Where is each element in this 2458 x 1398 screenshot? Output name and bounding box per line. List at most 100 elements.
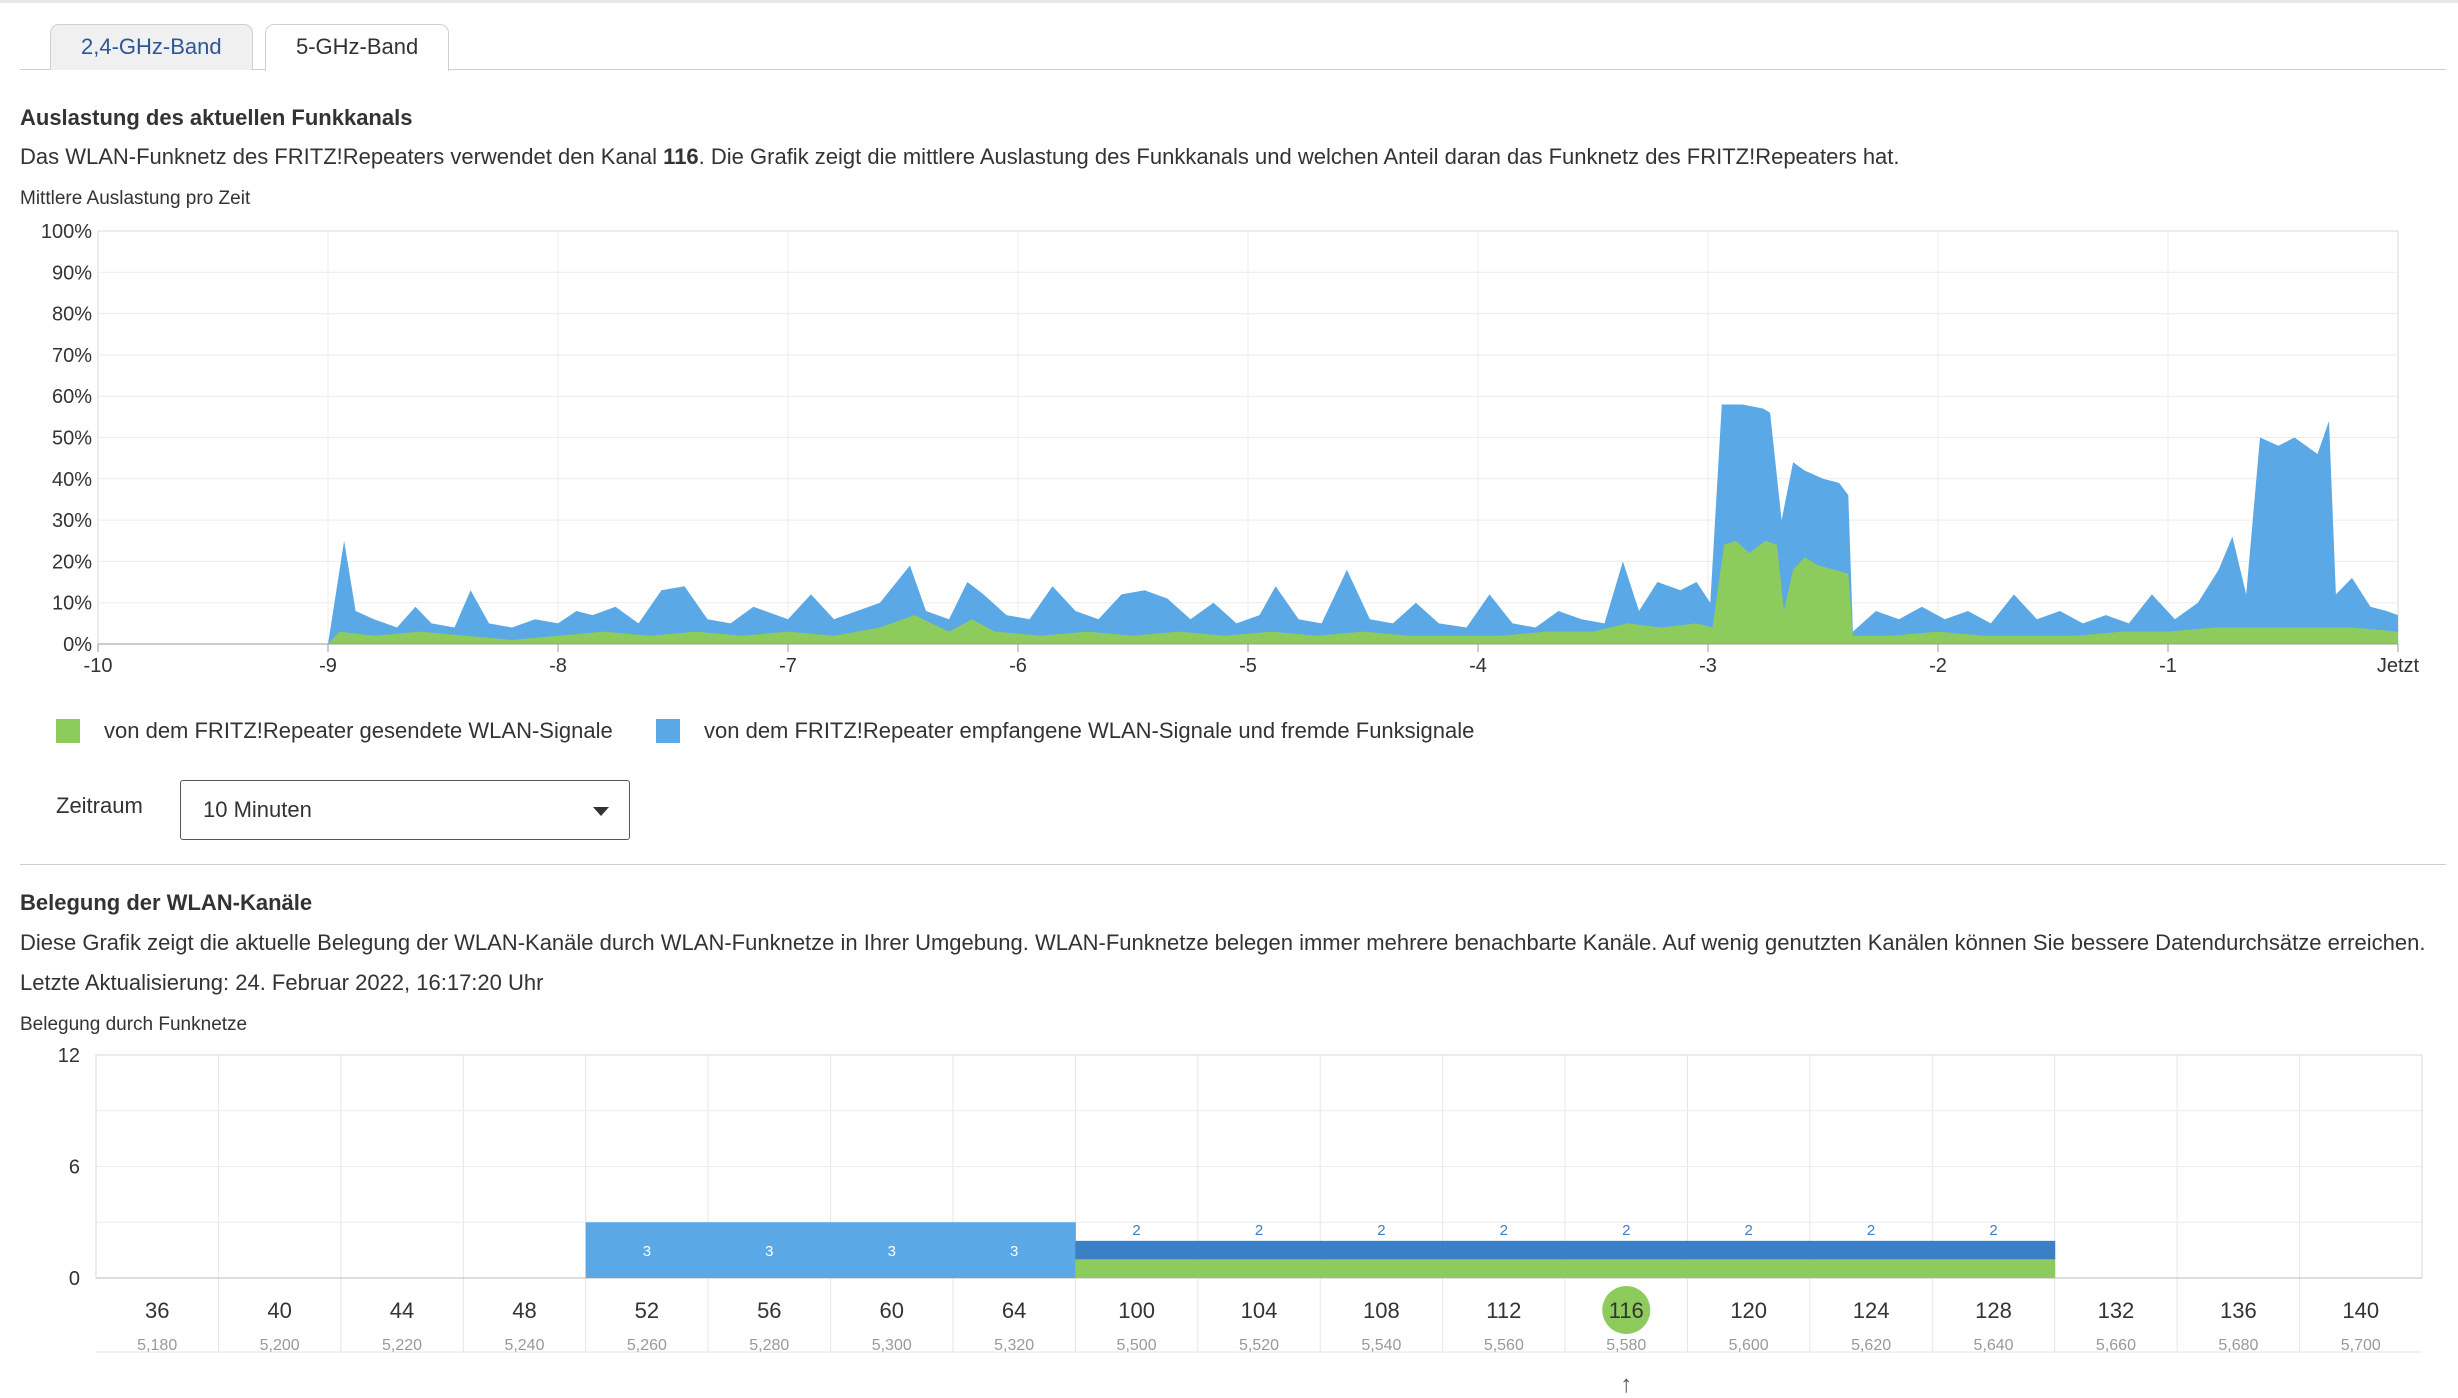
channel-bar-label: 2 <box>1989 1222 1997 1239</box>
channel-frequency-label: 5,520 <box>1239 1337 1279 1354</box>
y-tick-label: 80% <box>52 304 92 326</box>
y-tick-label: 10% <box>52 593 92 615</box>
section-description-channel-usage: Diese Grafik zeigt die aktuelle Belegung… <box>20 930 2426 955</box>
bar-y-tick-label: 0 <box>69 1268 80 1290</box>
channel-bar-label: 2 <box>1132 1222 1140 1239</box>
channel-bar-segment-own <box>1932 1259 2056 1278</box>
legend-label-sent: von dem FRITZ!Repeater gesendete WLAN-Si… <box>104 718 613 743</box>
channel-frequency-label: 5,540 <box>1361 1337 1401 1354</box>
channel-bar-segment-own <box>1687 1259 1811 1278</box>
channel-frequency-label: 5,280 <box>749 1337 789 1354</box>
channel-bar-segment-foreign <box>1687 1240 1811 1260</box>
y-tick-label: 90% <box>52 262 92 284</box>
channel-frequency-label: 5,180 <box>137 1337 177 1354</box>
x-tick-label: -5 <box>1239 655 1257 677</box>
top-border <box>0 0 2458 3</box>
current-channel-arrow-icon: ↑ <box>1620 1371 1632 1398</box>
channel-bar-label: 2 <box>1745 1222 1753 1239</box>
x-tick-label: -7 <box>779 655 797 677</box>
x-tick-label: -4 <box>1469 655 1487 677</box>
current-channel-highlight <box>1602 1286 1651 1334</box>
channel-number-label: 100 <box>1118 1298 1155 1323</box>
channel-bar-segment-foreign <box>1565 1240 1688 1260</box>
channel-frequency-label: 5,680 <box>2218 1337 2258 1354</box>
x-tick-label: Jetzt <box>2377 655 2420 677</box>
channel-frequency-label: 5,560 <box>1484 1337 1524 1354</box>
y-tick-label: 70% <box>52 345 92 367</box>
channel-bar-label: 2 <box>1500 1222 1508 1239</box>
x-tick-label: -8 <box>549 655 567 677</box>
tab-5-ghz-band[interactable]: 5-GHz-Band <box>265 24 450 71</box>
channel-number-label: 60 <box>879 1298 903 1323</box>
channel-bar-label: 2 <box>1255 1222 1263 1239</box>
legend-label-received: von dem FRITZ!Repeater empfangene WLAN-S… <box>704 718 1475 743</box>
legend-item-received: von dem FRITZ!Repeater empfangene WLAN-S… <box>656 718 1474 744</box>
channel-number-label: 108 <box>1363 1298 1400 1323</box>
channel-frequency-label: 5,200 <box>260 1337 300 1354</box>
y-tick-label: 20% <box>52 551 92 573</box>
channel-bar-label: 2 <box>1867 1222 1875 1239</box>
channel-bar-segment-own <box>1320 1259 1444 1278</box>
section-description-channel-load: Das WLAN-Funknetz des FRITZ!Repeaters ve… <box>20 144 1900 170</box>
channel-bar <box>585 1222 709 1278</box>
channel-number-label: 64 <box>1002 1298 1026 1323</box>
zeitraum-select[interactable]: 10 Minuten <box>180 780 630 840</box>
channel-number-label: 48 <box>512 1298 536 1323</box>
channel-bar-label: 3 <box>643 1243 651 1260</box>
last-updated-text: Letzte Aktualisierung: 24. Februar 2022,… <box>20 970 544 995</box>
legend-swatch-blue <box>656 719 680 743</box>
channel-frequency-label: 5,320 <box>994 1337 1034 1354</box>
channel-number-label: 56 <box>757 1298 781 1323</box>
channel-number-label: 104 <box>1241 1298 1278 1323</box>
channel-number-label: 132 <box>2098 1298 2135 1323</box>
channel-bar-segment-foreign <box>1320 1240 1444 1260</box>
channel-number-label: 136 <box>2220 1298 2257 1323</box>
x-tick-label: -10 <box>84 655 113 677</box>
channel-bar-label: 2 <box>1622 1222 1630 1239</box>
channel-frequency-label: 5,600 <box>1729 1337 1769 1354</box>
y-tick-label: 60% <box>52 386 92 408</box>
chevron-down-icon <box>593 807 609 816</box>
channel-bar-label: 3 <box>1010 1243 1018 1260</box>
channel-bar-segment-foreign <box>1932 1240 2056 1260</box>
x-tick-label: -1 <box>2159 655 2177 677</box>
channel-number-label: 128 <box>1975 1298 2012 1323</box>
channel-frequency-label: 5,660 <box>2096 1337 2136 1354</box>
bar-plot-area <box>95 1054 2423 1279</box>
channel-bar-segment-own <box>1809 1259 1933 1278</box>
channel-bar-label: 3 <box>888 1243 896 1260</box>
x-tick-label: -9 <box>319 655 337 677</box>
channel-bar <box>708 1222 832 1278</box>
tab-2-4-ghz-band[interactable]: 2,4-GHz-Band <box>50 24 253 70</box>
desc-text-before: Das WLAN-Funknetz des FRITZ!Repeaters ve… <box>20 144 664 169</box>
channel-frequency-label: 5,700 <box>2341 1337 2381 1354</box>
section-title-channel-usage: Belegung der WLAN-Kanäle <box>20 890 313 915</box>
desc-text-after: . Die Grafik zeigt die mittlere Auslastu… <box>698 144 1900 169</box>
channel-bar-segment-own <box>1197 1259 1321 1278</box>
channel-number-label: 140 <box>2342 1298 2379 1323</box>
channel-bar-segment-own <box>1075 1259 1199 1278</box>
channel-bar <box>830 1222 954 1278</box>
channel-frequency-label: 5,240 <box>504 1337 544 1354</box>
channel-frequency-label: 5,640 <box>1974 1337 2014 1354</box>
section-divider <box>20 864 2446 865</box>
channel-number-label: 112 <box>1486 1298 1521 1323</box>
zeitraum-selected-value: 10 Minuten <box>203 797 312 822</box>
channel-frequency-label: 5,260 <box>627 1337 667 1354</box>
channel-bar-segment-own <box>1442 1259 1566 1278</box>
channel-bar-segment-foreign <box>1075 1240 1199 1260</box>
channel-number-label: 124 <box>1853 1298 1890 1323</box>
chart-subtitle-load: Mittlere Auslastung pro Zeit <box>20 188 251 209</box>
channel-number-label: 116 <box>1609 1298 1644 1323</box>
channel-frequency-label: 5,500 <box>1117 1337 1157 1354</box>
legend-item-sent: von dem FRITZ!Repeater gesendete WLAN-Si… <box>56 718 613 744</box>
channel-number-label: 120 <box>1730 1298 1767 1323</box>
bar-y-tick-label: 6 <box>69 1157 80 1179</box>
channel-number-label: 52 <box>635 1298 659 1323</box>
channel-frequency-label: 5,220 <box>382 1337 422 1354</box>
channel-bar-segment-own <box>1565 1259 1688 1278</box>
channel-bar-label: 3 <box>765 1243 773 1260</box>
current-channel-number: 116 <box>663 144 699 169</box>
channel-bar-segment-foreign <box>1442 1240 1566 1260</box>
y-tick-label: 40% <box>52 469 92 491</box>
